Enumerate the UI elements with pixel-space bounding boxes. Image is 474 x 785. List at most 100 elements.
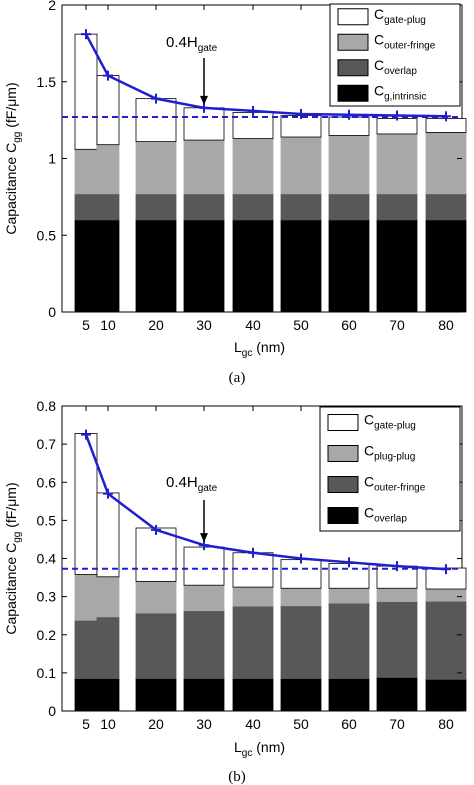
- legend-entry-sub: overlap: [384, 66, 417, 77]
- bar-outer-fringe-20: [135, 612, 177, 679]
- legend-swatch: [327, 507, 359, 524]
- bar-plug-plug-10: [96, 576, 120, 618]
- bar-outer-fringe-20: [135, 141, 177, 195]
- legend-swatch: [327, 414, 359, 431]
- bar-gate-plug-70: [376, 118, 418, 135]
- x-axis-label-unit: (nm): [252, 339, 285, 355]
- xtick-label: 50: [293, 317, 309, 333]
- xtick-label: 40: [245, 716, 261, 732]
- xtick-label: 10: [100, 317, 116, 333]
- bar-outer-fringe-5: [74, 619, 98, 679]
- legend-entry: Cgate-plug: [364, 412, 416, 432]
- bar-gate-plug-60: [328, 563, 370, 589]
- ytick-label: 0.6: [37, 474, 57, 490]
- bar-outer-fringe-5: [74, 148, 98, 195]
- legend-entry-main: C: [364, 474, 374, 490]
- legend-entry: Coverlap: [374, 57, 417, 77]
- legend-entry-sub: g,intrinsic: [384, 91, 426, 102]
- bar-outer-fringe-50: [280, 605, 322, 679]
- x-axis-label-sub: gc: [242, 748, 253, 759]
- bar-outer-fringe-60: [328, 602, 370, 679]
- bar-overlap-80: [425, 193, 467, 221]
- bar-gate-plug-5: [74, 33, 98, 150]
- bar-overlap-30: [183, 193, 225, 221]
- xtick-label: 5: [82, 317, 90, 333]
- annotation-arrow-head: [200, 533, 208, 543]
- legend-entry-sub: gate-plug: [384, 15, 426, 26]
- xtick-label: 5: [82, 716, 90, 732]
- xtick-label: 80: [438, 317, 454, 333]
- bar-outer-fringe-60: [328, 135, 370, 195]
- bar-overlap-10: [96, 193, 120, 221]
- bar-g,intrinsic-60: [328, 219, 370, 313]
- ytick-label: 0.7: [37, 436, 57, 452]
- bar-overlap-80: [425, 678, 467, 712]
- x-axis-label-sub: gc: [242, 348, 253, 359]
- bar-overlap-20: [135, 193, 177, 221]
- bar-gate-plug-20: [135, 527, 177, 582]
- bar-plug-plug-30: [183, 584, 225, 612]
- legend-entry-main: C: [364, 412, 374, 428]
- chart-panel-a: 0 0.5 1 1.5 2 5 10 20 30 40 50 60 70 80 0.4Hgate Cgate-…: [3, 0, 467, 386]
- annotation-text-sub: gate: [198, 43, 218, 54]
- bar-outer-fringe-50: [280, 136, 322, 195]
- bar-overlap-70: [376, 677, 418, 712]
- legend-entry-sub: overlap: [374, 514, 407, 525]
- bar-outer-fringe-70: [376, 133, 418, 195]
- legend-swatch: [327, 445, 359, 462]
- bar-overlap-30: [183, 678, 225, 712]
- bar-outer-fringe-10: [96, 144, 120, 195]
- y-axis-label-sub: gg: [12, 132, 23, 143]
- x-axis-label: Lgc (nm): [234, 339, 285, 359]
- xtick-label: 70: [389, 716, 405, 732]
- bar-outer-fringe-10: [96, 616, 120, 679]
- bar-overlap-50: [280, 193, 322, 221]
- panel-caption: (a): [229, 370, 246, 386]
- annotation-text-sub: gate: [198, 483, 218, 494]
- bar-plug-plug-50: [280, 587, 322, 607]
- xtick-label: 30: [196, 716, 212, 732]
- legend-entry-sub: gate-plug: [374, 421, 416, 432]
- ytick-label: 0.3: [37, 589, 57, 605]
- xtick-label: 40: [245, 317, 261, 333]
- bar-overlap-60: [328, 678, 370, 712]
- ytick-label: 0.5: [37, 227, 57, 243]
- bar-overlap-40: [232, 678, 274, 712]
- bar-gate-plug-30: [183, 546, 225, 586]
- bar-overlap-70: [376, 193, 418, 221]
- legend-entry-sub: plug-plug: [374, 452, 415, 463]
- y-axis-label-unit: (fF/μm): [3, 82, 19, 131]
- bar-plug-plug-40: [232, 586, 274, 607]
- legend-entry: Cgate-plug: [374, 6, 426, 26]
- ytick-label: 0.5: [37, 512, 57, 528]
- x-axis-label-main: L: [234, 339, 242, 355]
- bar-gate-plug-10: [96, 492, 120, 578]
- bar-gate-plug-30: [183, 107, 225, 141]
- x-axis-label-main: L: [234, 739, 242, 755]
- y-axis-label: Capacitance Cgg (fF/μm): [3, 82, 23, 234]
- legend-swatch: [337, 84, 369, 102]
- bar-outer-fringe-70: [376, 601, 418, 678]
- bar-g,intrinsic-40: [232, 219, 274, 313]
- annotation-text-main: 0.4H: [166, 474, 198, 491]
- bar-g,intrinsic-10: [96, 219, 120, 313]
- ytick-label: 1: [48, 151, 56, 167]
- chart-panel-b: 0 0.1 0.2 0.3 0.4 0.5 0.6 0.7 0.8 5 10 20 30 40 50 60 70…: [3, 398, 467, 785]
- legend-entry: Cplug-plug: [364, 443, 415, 463]
- ytick-label: 2: [48, 0, 56, 13]
- y-axis-label: Capacitance Cgg (fF/μm): [3, 482, 23, 634]
- legend-swatch: [337, 33, 369, 51]
- bar-outer-fringe-40: [232, 138, 274, 195]
- bar-outer-fringe-80: [425, 132, 467, 195]
- annotation-arrow-head: [200, 95, 208, 105]
- ytick-label: 0: [48, 703, 56, 719]
- xtick-label: 20: [148, 317, 164, 333]
- bar-overlap-40: [232, 193, 274, 221]
- bar-g,intrinsic-5: [74, 219, 98, 313]
- ytick-label: 0.8: [37, 398, 57, 414]
- legend-entry-main: C: [364, 505, 374, 521]
- bar-plug-plug-80: [425, 588, 467, 602]
- legend-entry-main: C: [364, 443, 374, 459]
- xtick-label: 20: [148, 716, 164, 732]
